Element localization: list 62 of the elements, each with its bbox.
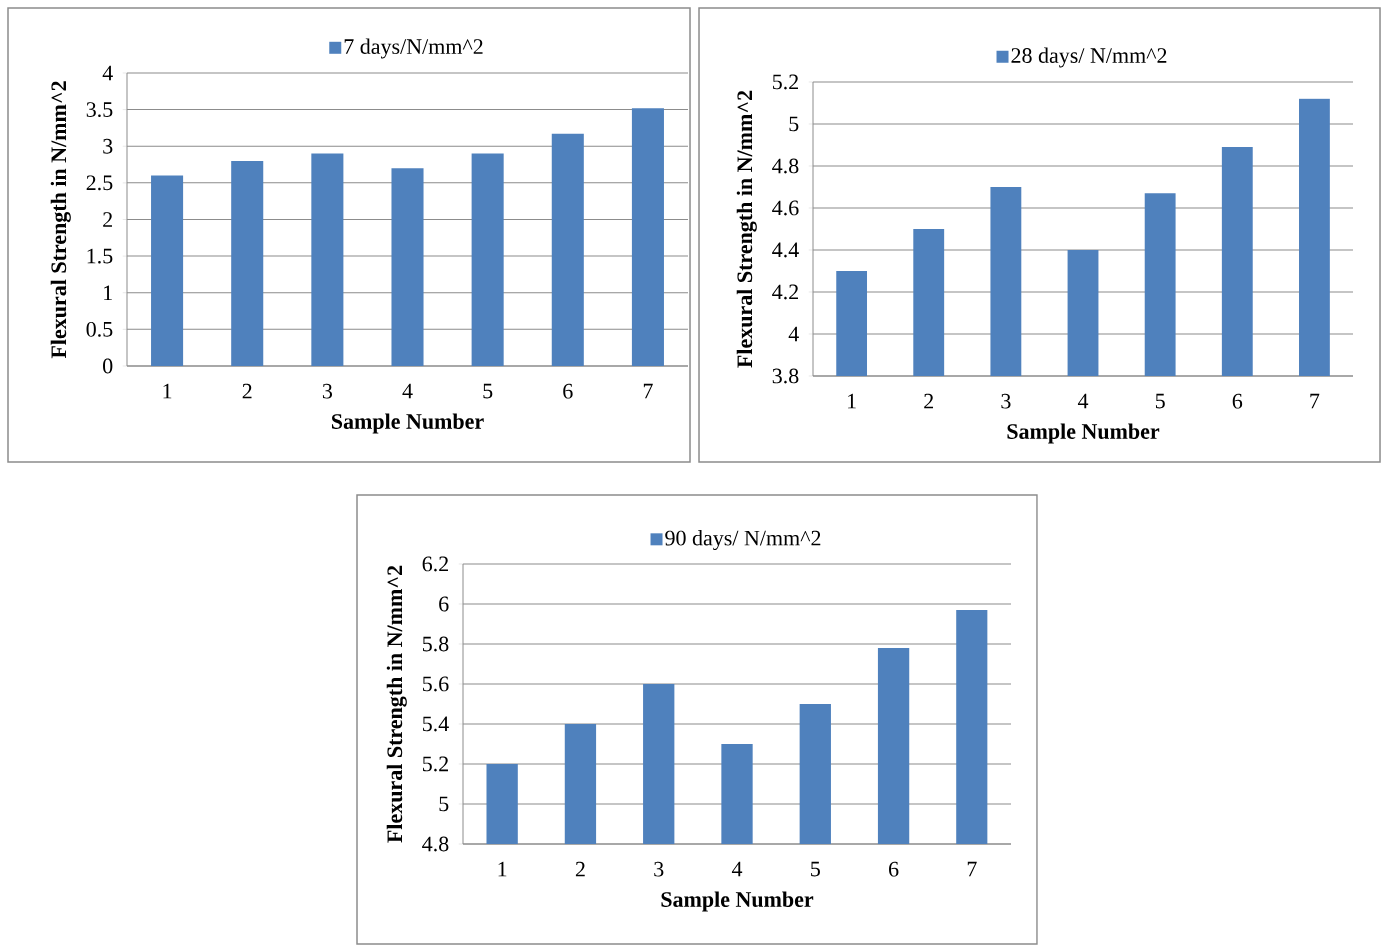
bar (551, 133, 584, 366)
y-tick-label: 4.4 (772, 242, 799, 258)
bar (151, 175, 184, 366)
y-tick-label: 5 (439, 796, 449, 812)
x-tick-label: 1 (163, 383, 172, 399)
bar (231, 160, 264, 366)
y-tick-label: 4.6 (772, 200, 799, 216)
y-tick-label: 6.2 (422, 556, 448, 572)
x-tick-label: 3 (1001, 393, 1011, 409)
bar (311, 153, 344, 366)
y-tick-label: 5 (789, 116, 799, 132)
bar (391, 168, 424, 366)
y-axis-title: Flexural Strength in N/mm^2 (50, 81, 71, 359)
x-axis-title: Sample Number (331, 413, 484, 434)
y-tick-label: 5.6 (422, 676, 449, 692)
x-tick-label: 6 (889, 861, 899, 877)
legend-label: 7 days/N/mm^2 (344, 38, 483, 59)
y-tick-label: 3.5 (86, 102, 113, 118)
x-tick-label: 2 (575, 861, 585, 877)
y-axis-title: Flexural Strength in N/mm^2 (736, 90, 757, 368)
y-tick-label: 1 (104, 285, 112, 301)
y-tick-label: 3 (103, 138, 113, 154)
legend-label: 28 days/ N/mm^2 (1011, 47, 1167, 68)
x-tick-label: 3 (654, 861, 664, 877)
x-tick-label: 1 (848, 393, 856, 409)
y-tick-label: 4.2 (772, 284, 798, 300)
x-tick-label: 6 (563, 383, 573, 399)
y-tick-label: 1.5 (87, 248, 113, 264)
x-tick-label: 3 (322, 383, 333, 399)
legend-label: 90 days/ N/mm^2 (665, 530, 821, 551)
x-tick-label: 7 (967, 861, 977, 877)
y-tick-label: 4.8 (772, 158, 799, 174)
x-axis-title: Sample Number (661, 891, 814, 912)
x-tick-label: 1 (498, 861, 507, 877)
x-tick-label: 4 (1077, 393, 1089, 409)
y-tick-label: 5.2 (422, 756, 448, 772)
x-tick-label: 2 (924, 393, 934, 409)
x-tick-label: 2 (242, 383, 252, 399)
x-axis-title: Sample Number (1007, 423, 1160, 444)
y-tick-label: 0.5 (86, 321, 113, 337)
y-tick-label: 5.2 (773, 74, 798, 90)
y-tick-label: 4 (102, 65, 113, 81)
y-tick-label: 2.5 (86, 175, 113, 191)
x-tick-label: 5 (811, 861, 820, 877)
x-tick-label: 7 (1310, 393, 1320, 409)
y-tick-label: 5.4 (422, 716, 449, 732)
y-tick-label: 6 (439, 596, 449, 612)
x-tick-label: 4 (731, 861, 743, 877)
y-tick-label: 4.8 (422, 836, 449, 852)
x-tick-label: 7 (643, 383, 653, 399)
y-tick-label: 2 (103, 212, 112, 227)
y-tick-label: 0 (103, 358, 113, 374)
x-tick-label: 6 (1232, 393, 1243, 409)
bar (631, 108, 664, 366)
bar (471, 153, 504, 366)
x-tick-label: 5 (1155, 393, 1165, 409)
x-tick-label: 5 (483, 383, 493, 399)
y-tick-label: 3.8 (772, 368, 799, 384)
y-tick-label: 4 (788, 326, 799, 342)
y-tick-label: 5.8 (422, 636, 449, 652)
x-tick-label: 4 (402, 383, 413, 399)
y-axis-title: Flexural Strength in N/mm^2 (386, 565, 407, 843)
